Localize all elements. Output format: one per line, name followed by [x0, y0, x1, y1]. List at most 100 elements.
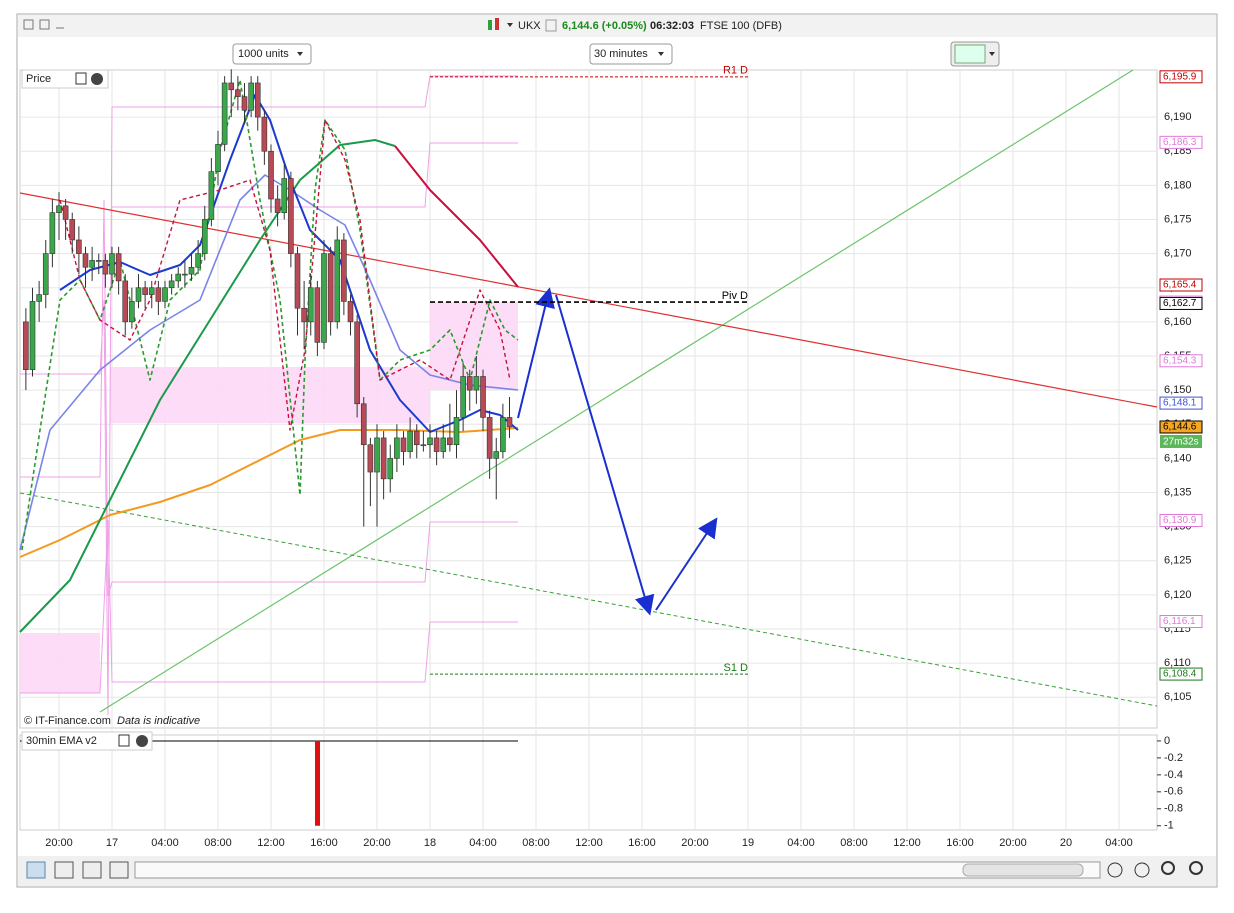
- indicator-button[interactable]: [950, 41, 1000, 67]
- candle-body: [500, 417, 506, 452]
- y-tick-label: 6,135: [1164, 486, 1192, 498]
- countdown-box: [1160, 434, 1202, 448]
- candle-body: [460, 376, 466, 418]
- zoom-in[interactable]: [1189, 861, 1203, 875]
- y-tick-label: 6,170: [1164, 248, 1192, 260]
- candle-body: [208, 171, 215, 220]
- candle-body: [248, 82, 254, 111]
- x-tick-label: 04:00: [787, 837, 815, 849]
- candle-body: [29, 301, 36, 370]
- candle-body: [182, 273, 188, 276]
- scroll-thumb[interactable]: [962, 863, 1084, 877]
- x-tick-label: 08:00: [522, 837, 550, 849]
- candle-body: [89, 260, 95, 268]
- tool-button[interactable]: [1134, 862, 1150, 878]
- panel-label: 30min EMA v2: [26, 735, 97, 747]
- pivot-zones: [20, 75, 518, 716]
- scrollbar[interactable]: [134, 861, 1101, 879]
- x-tick-label: 18: [424, 837, 436, 849]
- candle-body: [380, 437, 387, 480]
- candle-body: [347, 301, 354, 323]
- x-tick-label: 20:00: [999, 837, 1027, 849]
- price-tag-label: 6,130.9: [1163, 515, 1197, 526]
- x-tick-label: 20:00: [681, 837, 709, 849]
- candle-body: [294, 253, 301, 309]
- x-tick-label: 04:00: [1105, 837, 1133, 849]
- candle-body: [162, 287, 168, 302]
- period-select[interactable]: 30 minutes: [589, 43, 673, 65]
- x-tick-label: 04:00: [469, 837, 497, 849]
- tool-button[interactable]: [26, 861, 46, 879]
- size-value: 1000 units: [238, 48, 289, 60]
- candle-body: [23, 321, 29, 370]
- candle-body: [261, 116, 268, 152]
- candle-body: [95, 260, 102, 262]
- candle-body: [36, 294, 42, 302]
- y-tick-label: 6,120: [1164, 589, 1192, 601]
- candle-body: [420, 444, 427, 447]
- price-tag: [1159, 513, 1203, 527]
- x-tick-label: 12:00: [257, 837, 285, 849]
- candle-body: [480, 376, 486, 418]
- candle-body: [62, 205, 69, 220]
- candle-body: [168, 280, 175, 289]
- tool-button[interactable]: [82, 861, 102, 879]
- candle-body: [288, 178, 294, 254]
- tool-button[interactable]: [54, 861, 74, 879]
- candle-body: [400, 437, 407, 452]
- y-tick-label: -1: [1164, 820, 1174, 832]
- x-tick-label: 17: [106, 837, 118, 849]
- x-tick-label: 08:00: [840, 837, 868, 849]
- candle-body: [327, 253, 334, 323]
- y-tick-label: -0.6: [1164, 786, 1183, 798]
- candle-body: [155, 287, 162, 302]
- candle-body: [135, 287, 142, 302]
- price-tag-label: 6,108.4: [1163, 669, 1197, 680]
- price-panel-label[interactable]: Price: [21, 69, 109, 89]
- candle-body: [129, 301, 135, 323]
- candle-body: [341, 239, 347, 302]
- candle-body: [427, 437, 433, 446]
- x-tick-label: 12:00: [893, 837, 921, 849]
- candle-body: [115, 253, 122, 282]
- price-tag: [1159, 278, 1203, 292]
- y-tick-label: 6,140: [1164, 452, 1192, 464]
- tool-button[interactable]: [1107, 862, 1123, 878]
- candle-body: [82, 253, 89, 268]
- candle-body: [307, 287, 314, 323]
- x-tick-label: 16:00: [628, 837, 656, 849]
- size-select[interactable]: 1000 units: [232, 43, 312, 65]
- candle-body: [56, 205, 62, 213]
- candle-body: [268, 150, 274, 200]
- candle-body: [360, 403, 367, 446]
- window-controls[interactable]: [23, 19, 64, 30]
- zoom-out[interactable]: [1161, 861, 1175, 875]
- price-tag-label: 6,154.3: [1163, 355, 1197, 366]
- tool-button[interactable]: [109, 861, 129, 879]
- bottom-toolbar: [18, 856, 1216, 886]
- candle-body: [301, 307, 307, 323]
- price-tag: [1159, 615, 1203, 629]
- header: UKX 6,144.6 (+0.05%) 06:32:03 FTSE 100 (…: [488, 18, 782, 32]
- price-tag-label: 6,165.4: [1163, 280, 1197, 291]
- x-tick-label: 19: [742, 837, 754, 849]
- pivot-label: S1 D: [724, 662, 749, 674]
- candle-body: [102, 260, 109, 275]
- candle-body: [407, 430, 413, 452]
- x-tick-label: 16:00: [946, 837, 974, 849]
- candle-body: [109, 253, 115, 275]
- x-tick-label: 20: [1060, 837, 1072, 849]
- price-tag: [1159, 420, 1203, 434]
- price-tag: [1159, 296, 1203, 310]
- indicator-panel-label[interactable]: 30min EMA v2: [21, 731, 153, 751]
- candle-body: [453, 417, 460, 446]
- candle-body: [354, 321, 360, 405]
- panel-label: Price: [26, 73, 51, 85]
- candle-body: [334, 239, 341, 323]
- trend-lines: [19, 69, 1158, 713]
- y-tick-label: 0: [1164, 735, 1170, 747]
- price-tag-label: 6,148.1: [1163, 398, 1197, 409]
- price-tag-label: 6,116.1: [1163, 616, 1196, 627]
